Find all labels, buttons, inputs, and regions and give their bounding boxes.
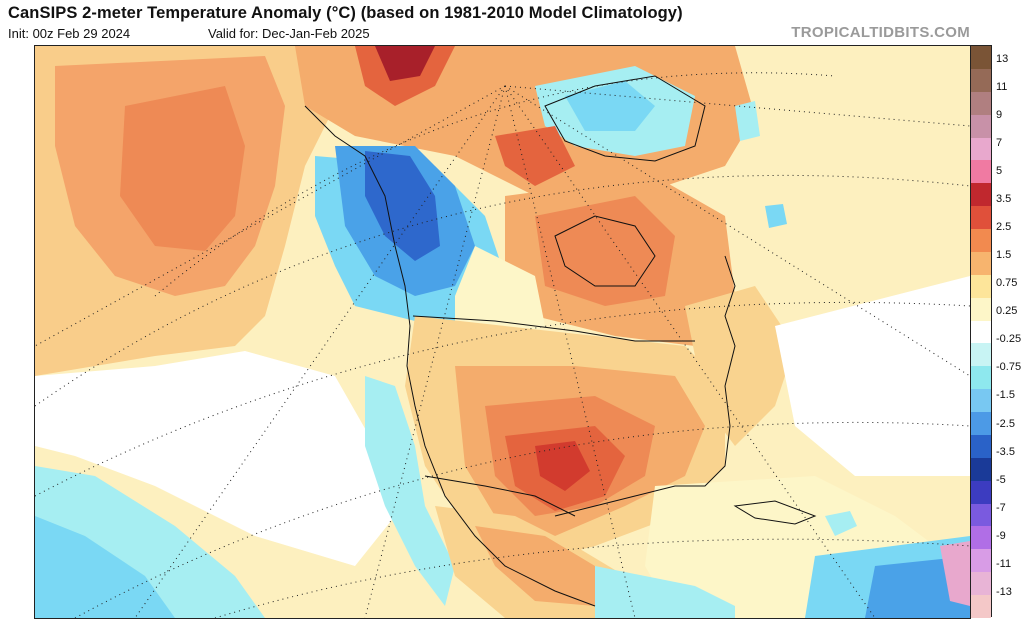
cuba-outline [733, 500, 817, 525]
colorbar-segment [971, 457, 991, 482]
us-mexico-border [424, 475, 576, 517]
map-title: CanSIPS 2-meter Temperature Anomaly (°C)… [8, 4, 683, 22]
central-america-cool [595, 566, 735, 618]
texas-hottest [535, 441, 590, 491]
colorbar-tick-label: 0.25 [996, 305, 1018, 318]
prairie-neutral [455, 246, 545, 346]
colorbar-segment [971, 229, 991, 253]
tropical-pacific-cold [35, 516, 175, 618]
latitude-line-4 [214, 538, 970, 618]
colorbar-segment [971, 68, 991, 93]
meridian-line-3 [504, 85, 876, 618]
colorbar-segment [971, 412, 991, 436]
colorbar-segment [971, 274, 991, 299]
greenland-outline [544, 75, 706, 162]
pacific-warm-inner [120, 86, 245, 251]
anomaly-map [34, 45, 971, 619]
colorbar-tick-label: 3.5 [996, 193, 1012, 206]
colorbar-tick-label: -5 [996, 473, 1006, 486]
alaska-north-hottest [375, 46, 435, 81]
colorbar-segment [971, 389, 991, 413]
colorbar-segment [971, 114, 991, 138]
latitude-line-1 [35, 174, 970, 407]
colorbar-tick-label: -7 [996, 501, 1006, 514]
south-america-pink [940, 541, 970, 606]
south-america-cold [865, 556, 970, 618]
baffin-hot [495, 126, 575, 186]
hudson-bay-line [554, 215, 656, 287]
colorbar-tick-label: 11 [996, 81, 1008, 94]
valid-period: Valid for: Dec-Jan-Feb 2025 [208, 26, 370, 41]
init-time: Init: 00z Feb 29 2024 [8, 26, 131, 41]
colorbar-tick-label: 13 [996, 53, 1009, 65]
colorbar-segment [971, 206, 991, 230]
colorbar-segment [971, 297, 991, 322]
colorbar-tick-label: -9 [996, 529, 1006, 542]
east-coast-line [724, 255, 736, 387]
pacific-neutral-band [35, 351, 395, 566]
mid-atlantic-neutral [775, 276, 970, 476]
labrador-sea-cool-patch [765, 204, 787, 228]
colorbar-segment [971, 434, 991, 459]
colorbar-segment [971, 503, 991, 527]
colorbar-segment [971, 366, 991, 390]
colorbar-tick-label: 2.5 [996, 221, 1012, 234]
california-coastal-cool [365, 376, 455, 606]
colorbar-tick-label: -1.5 [996, 389, 1015, 402]
coastlines [304, 75, 817, 607]
colorbar-segment [971, 526, 991, 550]
colorbar-tick-label: -2.5 [996, 417, 1015, 430]
west-coast-line [304, 105, 596, 607]
colorbar-tick-label: 1.5 [996, 249, 1012, 262]
colorbar-segment [971, 320, 991, 344]
colorbar-segment [971, 480, 991, 505]
colorbar-segment [971, 46, 991, 70]
colorbar-segment [971, 160, 991, 184]
colorbar-segment [971, 343, 991, 367]
colorbar-segment [971, 183, 991, 207]
colorbar-segment [971, 137, 991, 161]
subtitle-row: Init: 00z Feb 29 2024 Valid for: Dec-Jan… [8, 26, 370, 41]
meridian-line-4 [134, 85, 506, 618]
greenland-cold [565, 81, 655, 131]
colorbar-segment [971, 91, 991, 116]
colorbar-tick-label: 7 [996, 137, 1003, 150]
gulf-coast-line [554, 385, 731, 517]
colorbar-segment [971, 595, 991, 619]
colorbar-tick-label: -0.75 [996, 361, 1022, 374]
colorbar-tick-label: -3.5 [996, 445, 1015, 458]
us-canada-border [412, 315, 695, 342]
colorbar-tick-label: -11 [996, 557, 1012, 570]
colorbar-segment [971, 572, 991, 596]
colorbar-segment [971, 251, 991, 276]
legend-tick-labels: 13 11 9 7 5 3.5 2.5 1.5 0.75 0.25 -0.25 -0.75 -1.5 -2… [994, 45, 1024, 617]
colorbar-tick-label: 0.75 [996, 277, 1018, 290]
mexico-warmer [475, 526, 595, 606]
brand-watermark: TROPICALTIDBITS.COM [791, 24, 970, 41]
colorbar-tick-label: -13 [996, 585, 1012, 598]
colorbar-tick-label: 9 [996, 109, 1003, 122]
colorbar-tick-label: -0.25 [996, 333, 1022, 346]
colorbar-segment [971, 549, 991, 573]
legend-colorbar [970, 45, 992, 619]
north-atlantic-cool-patch [735, 101, 760, 141]
western-canada-colder [365, 151, 440, 261]
graticule [35, 72, 970, 618]
caribbean-cool [825, 511, 857, 536]
meridian-line-1 [364, 85, 506, 618]
colorbar-tick-label: 5 [996, 165, 1003, 178]
